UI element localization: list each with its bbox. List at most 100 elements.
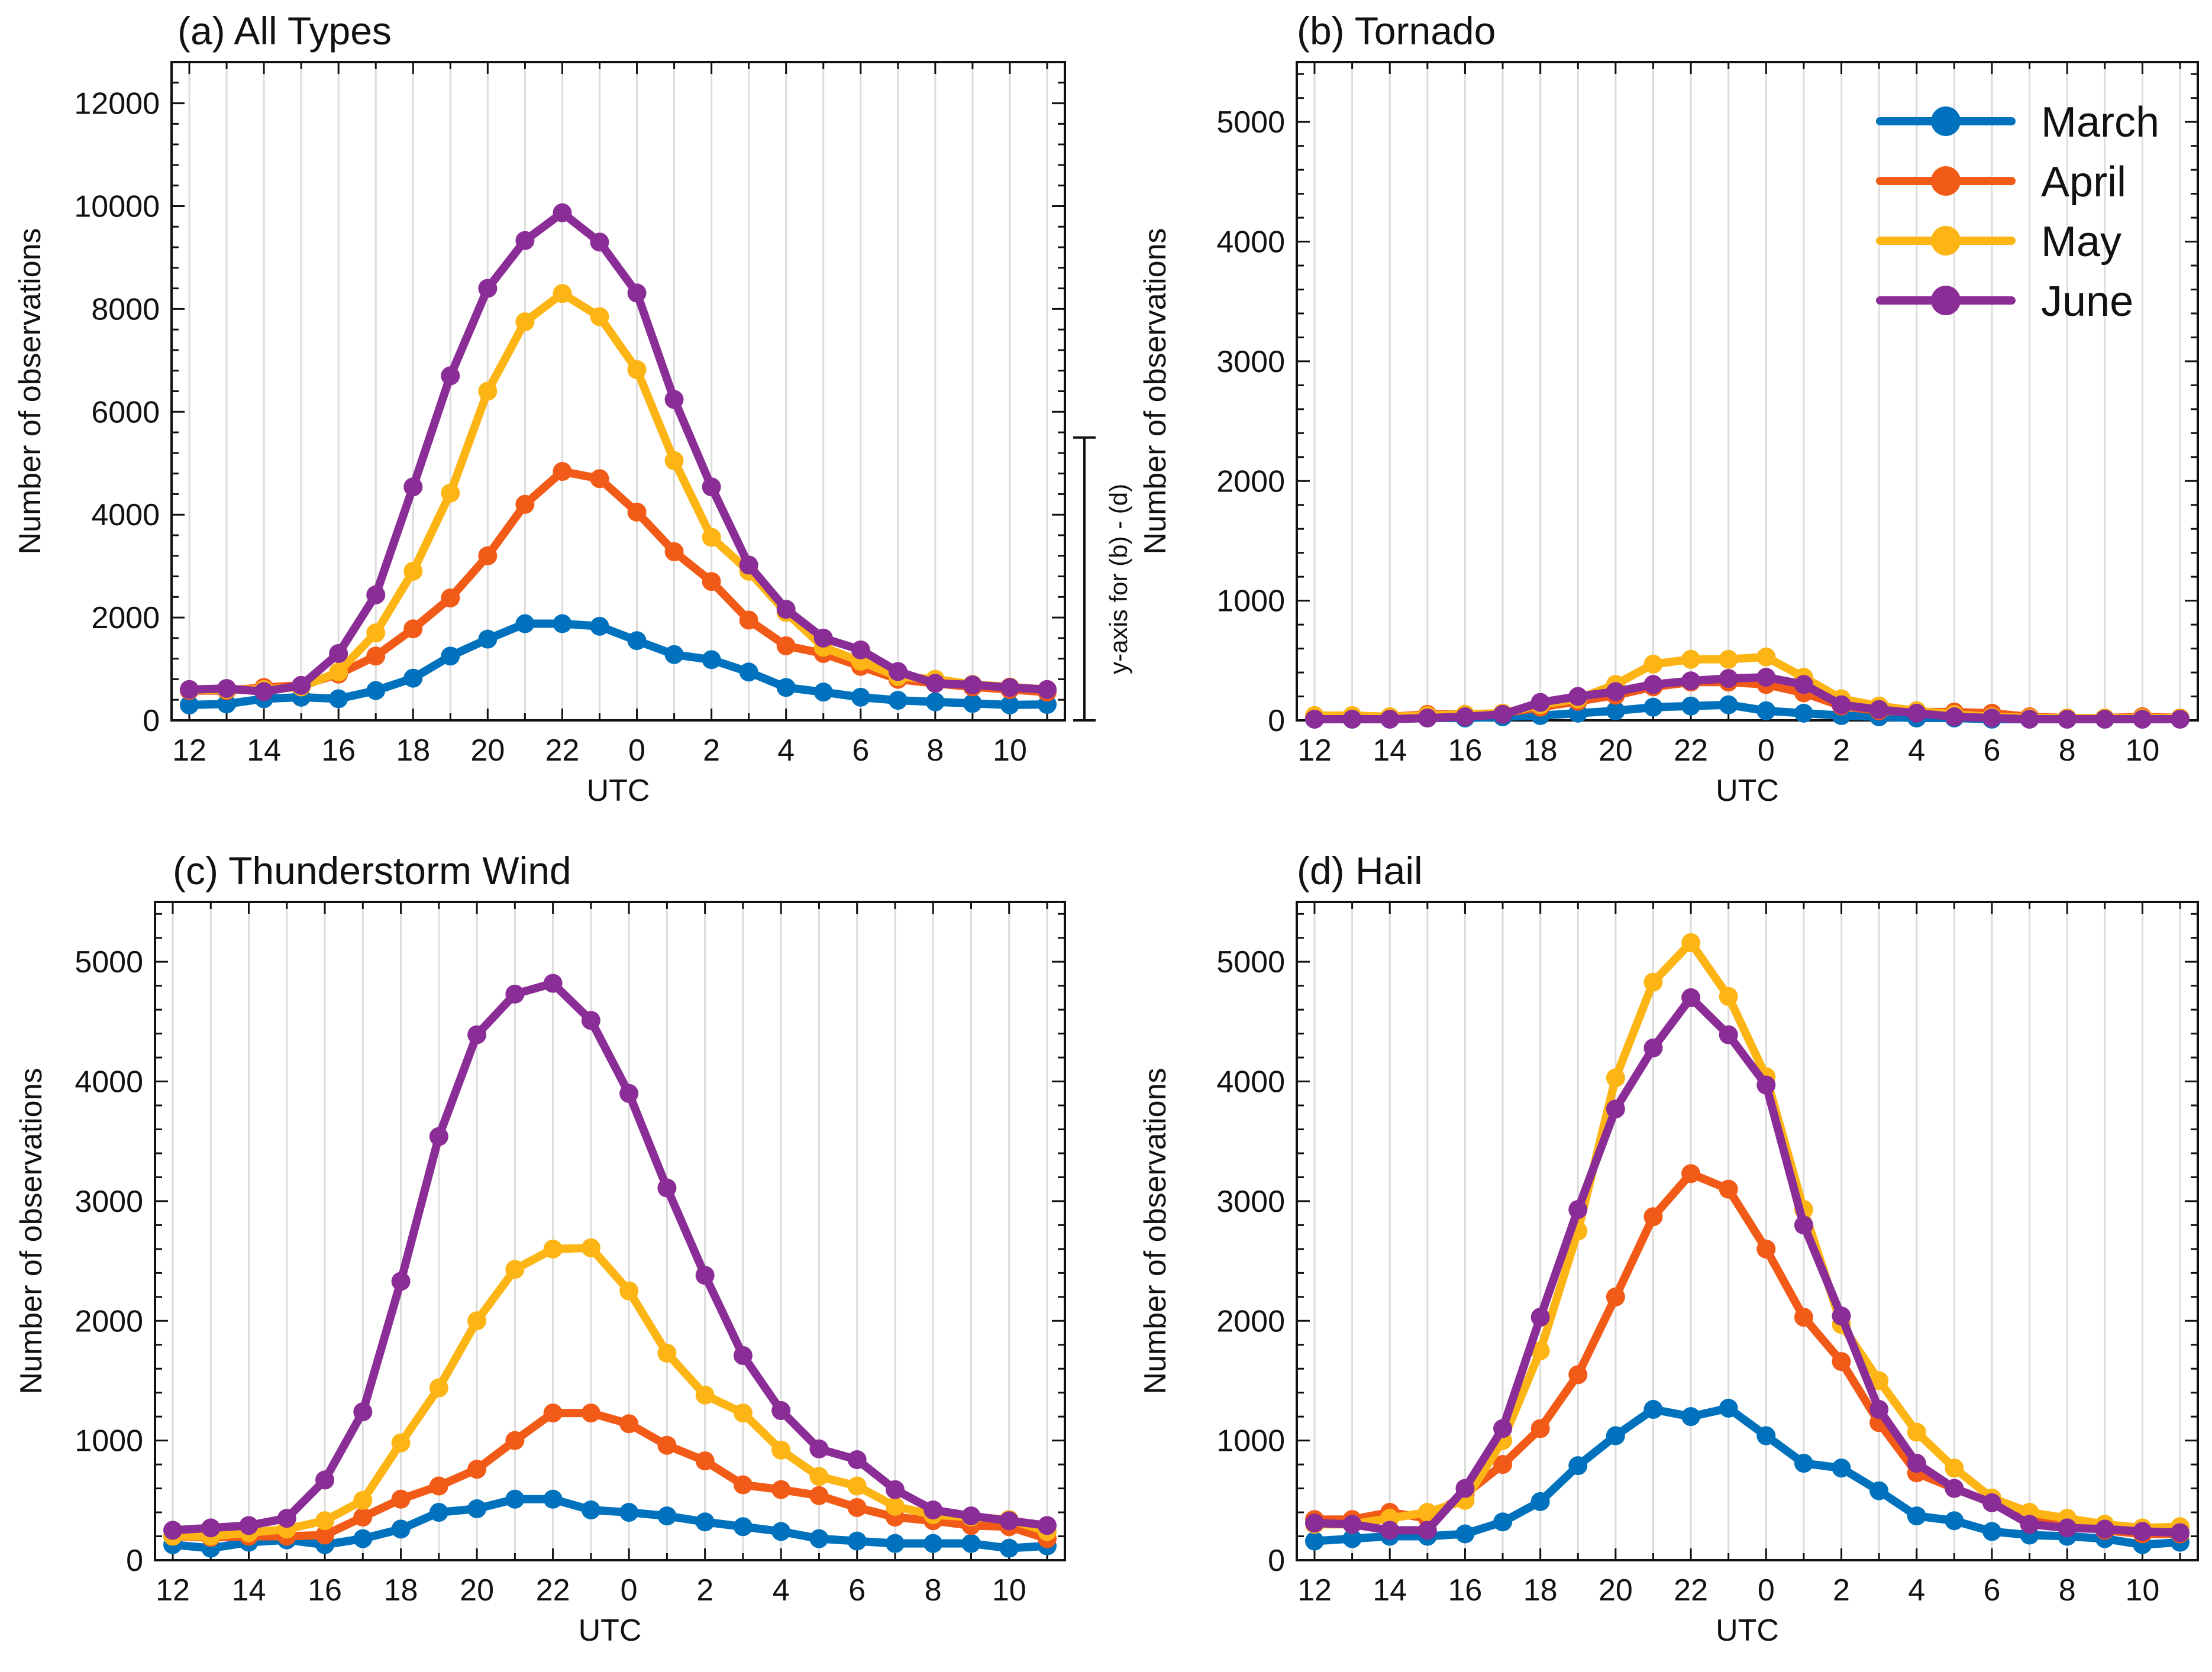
data-point-april bbox=[515, 494, 535, 514]
data-point-march bbox=[1643, 697, 1663, 717]
data-point-april bbox=[1493, 1455, 1513, 1474]
x-tick-label: 8 bbox=[2059, 1573, 2076, 1608]
data-point-june bbox=[1342, 709, 1362, 729]
data-point-march bbox=[1945, 1511, 1964, 1531]
data-point-june bbox=[1606, 1099, 1625, 1119]
data-point-march bbox=[847, 1531, 867, 1551]
data-point-march bbox=[771, 1522, 791, 1541]
data-point-may bbox=[1417, 1503, 1437, 1522]
data-point-june bbox=[429, 1127, 448, 1146]
x-tick-label: 22 bbox=[536, 1573, 570, 1608]
series-line-may bbox=[1310, 938, 2184, 1532]
x-axis-label: UTC bbox=[579, 1613, 642, 1648]
data-point-may bbox=[515, 312, 535, 332]
data-point-april bbox=[581, 1403, 600, 1423]
data-point-april bbox=[505, 1431, 525, 1450]
y-tick-label: 2000 bbox=[1216, 464, 1285, 499]
series-line-june bbox=[1310, 993, 2184, 1537]
data-point-june bbox=[1305, 709, 1324, 729]
data-point-march bbox=[1681, 696, 1701, 716]
data-point-june bbox=[1907, 703, 1926, 723]
data-point-march bbox=[619, 1503, 639, 1522]
y-tick-label: 5000 bbox=[1216, 945, 1285, 979]
data-point-june bbox=[695, 1266, 715, 1285]
data-point-june bbox=[1907, 1454, 1926, 1473]
data-point-june bbox=[254, 682, 274, 701]
data-point-june bbox=[2133, 709, 2152, 729]
series-line-march bbox=[185, 619, 1051, 709]
data-point-may bbox=[702, 528, 721, 547]
data-point-march bbox=[963, 694, 982, 713]
x-tick-label: 18 bbox=[1523, 733, 1558, 768]
data-point-june bbox=[1530, 693, 1550, 712]
data-point-june bbox=[581, 1011, 600, 1030]
data-point-april bbox=[776, 636, 796, 655]
x-tick-label: 4 bbox=[777, 733, 795, 768]
panel-2: 0 1000 2000 3000 4000 5000 12 14 16 18 20 22 0 2 4 6 8 10… bbox=[1138, 9, 2199, 808]
data-point-june bbox=[813, 628, 833, 648]
data-point-march bbox=[627, 631, 647, 651]
data-point-june bbox=[2020, 709, 2039, 729]
data-point-april bbox=[657, 1435, 677, 1455]
data-point-april bbox=[441, 588, 460, 608]
data-point-june bbox=[1417, 708, 1437, 727]
data-point-may bbox=[581, 1238, 600, 1257]
data-point-march bbox=[1681, 1407, 1701, 1427]
data-point-march bbox=[776, 678, 796, 697]
y-tick-label: 5000 bbox=[1216, 105, 1285, 140]
data-point-april bbox=[590, 469, 609, 489]
legend-marker-march bbox=[1931, 106, 1961, 136]
data-point-may bbox=[553, 284, 572, 303]
x-tick-label: 10 bbox=[2125, 1573, 2159, 1608]
data-point-june bbox=[847, 1450, 867, 1470]
data-point-april bbox=[1719, 1179, 1738, 1199]
data-point-april bbox=[1681, 1164, 1701, 1183]
data-point-june bbox=[1869, 700, 1889, 719]
data-point-june bbox=[961, 1506, 981, 1526]
data-point-may bbox=[1643, 654, 1663, 674]
data-point-may bbox=[543, 1239, 563, 1259]
y-tick-label: 5000 bbox=[75, 945, 143, 979]
data-point-june bbox=[1038, 1516, 1057, 1535]
data-point-june bbox=[1643, 675, 1663, 694]
data-point-june bbox=[366, 585, 386, 604]
data-point-june bbox=[467, 1025, 487, 1044]
data-point-june bbox=[217, 679, 237, 698]
data-point-may bbox=[1643, 972, 1663, 992]
y-tick-label: 10000 bbox=[74, 189, 160, 224]
data-point-march bbox=[1530, 1492, 1550, 1511]
data-point-may bbox=[590, 307, 609, 326]
series-line-april bbox=[1310, 1169, 2184, 1538]
x-tick-label: 20 bbox=[460, 1573, 494, 1608]
data-point-march bbox=[366, 681, 386, 700]
data-point-may bbox=[429, 1378, 448, 1398]
data-point-june bbox=[739, 555, 758, 575]
x-tick-label: 12 bbox=[172, 733, 206, 768]
y-tick-label: 4000 bbox=[1216, 1065, 1285, 1099]
y-tick-label: 8000 bbox=[91, 292, 160, 326]
data-point-june bbox=[999, 1511, 1019, 1531]
data-point-may bbox=[627, 360, 647, 379]
data-point-april bbox=[733, 1475, 753, 1495]
data-point-may bbox=[847, 1476, 867, 1496]
data-point-june bbox=[1305, 1513, 1324, 1533]
data-point-june bbox=[277, 1509, 296, 1528]
plot-frame bbox=[170, 61, 1066, 722]
data-point-march bbox=[1719, 695, 1738, 714]
x-tick-label: 0 bbox=[621, 1573, 638, 1608]
data-point-june bbox=[1794, 675, 1813, 694]
data-point-june bbox=[1493, 1419, 1513, 1438]
data-point-may bbox=[1681, 649, 1701, 669]
plot-frame bbox=[1296, 61, 2199, 722]
data-point-june bbox=[657, 1178, 677, 1198]
x-tick-label: 18 bbox=[1523, 1573, 1558, 1608]
data-point-march bbox=[1342, 1529, 1362, 1548]
data-point-march bbox=[1000, 695, 1019, 714]
data-point-april bbox=[702, 572, 721, 591]
data-point-march bbox=[1305, 1531, 1324, 1551]
data-point-may bbox=[329, 662, 348, 682]
data-point-june bbox=[403, 477, 423, 497]
series-line-june bbox=[185, 208, 1051, 696]
data-point-april bbox=[1756, 1239, 1776, 1259]
